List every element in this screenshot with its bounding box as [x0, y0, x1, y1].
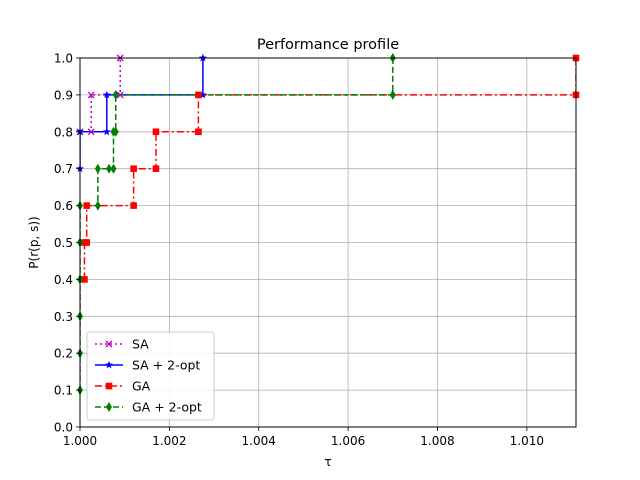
- series-marker-0: [116, 91, 124, 99]
- legend-label: GA + 2-opt: [132, 400, 202, 415]
- legend-box: [86, 331, 215, 421]
- y-tick-label: 0.7: [54, 162, 73, 176]
- y-tick-label: 0.1: [54, 384, 73, 398]
- chart-title: Performance profile: [257, 37, 399, 53]
- y-tick-label: 0.2: [54, 347, 73, 361]
- x-tick-label: 1.002: [152, 434, 186, 448]
- y-tick-label: 0.0: [54, 421, 73, 435]
- legend: SA SA + 2-opt GA GA + 2-opt: [86, 331, 215, 421]
- series-marker-2: [130, 202, 137, 209]
- y-tick-label: 0.8: [54, 125, 73, 139]
- x-axis-label: τ: [324, 455, 331, 469]
- series-marker-2: [195, 91, 202, 99]
- series-marker-1: [102, 90, 111, 99]
- series-marker-3: [110, 163, 117, 174]
- x-tick-label: 1.006: [331, 434, 365, 448]
- series-marker-2: [195, 128, 202, 136]
- legend-label: GA: [132, 379, 151, 394]
- legend-label: SA + 2-opt: [132, 358, 200, 373]
- series-marker-3: [106, 163, 113, 174]
- y-tick-label: 0.3: [54, 310, 73, 324]
- legend-marker: [105, 340, 113, 348]
- y-axis-label: P(r(p, s)): [27, 216, 41, 268]
- y-tick-label: 1.0: [54, 52, 73, 66]
- x-tick-label: 1.010: [510, 434, 544, 448]
- legend-marker: [106, 402, 112, 412]
- series-marker-3: [389, 89, 396, 100]
- series-marker-3: [112, 89, 119, 100]
- series-marker-2: [152, 128, 160, 136]
- series-marker-2: [152, 165, 160, 172]
- y-tick-label: 0.4: [54, 273, 73, 287]
- series-marker-2: [130, 165, 137, 172]
- series-marker-1: [102, 127, 111, 136]
- series-marker-2: [81, 276, 88, 283]
- x-axis-ticks: 1.000 1.002 1.004 1.006 1.008 1.010: [63, 427, 544, 448]
- y-tick-label: 0.6: [54, 199, 73, 213]
- x-tick-label: 1.000: [63, 434, 97, 448]
- y-tick-label: 0.9: [54, 88, 73, 102]
- legend-label: SA: [132, 337, 149, 352]
- series-marker-2: [83, 239, 91, 246]
- series-line-1: [80, 58, 204, 169]
- x-tick-label: 1.008: [420, 434, 454, 448]
- series-marker-0: [87, 91, 95, 99]
- series-marker-0: [87, 128, 95, 136]
- series-marker-3: [94, 163, 101, 174]
- legend-marker: [105, 382, 113, 390]
- series-marker-2: [83, 202, 91, 209]
- y-axis-ticks: 0.0 0.1 0.2 0.3 0.4 0.5 0.6 0.7 0.8 0.9 1.0: [54, 52, 80, 435]
- x-tick-label: 1.004: [242, 434, 276, 448]
- y-tick-label: 0.5: [54, 236, 73, 250]
- series-marker-1: [198, 90, 207, 99]
- legend-marker: [105, 360, 113, 369]
- series-marker-3: [112, 126, 119, 137]
- series-line-2: [83, 58, 576, 280]
- series-marker-3: [94, 200, 101, 211]
